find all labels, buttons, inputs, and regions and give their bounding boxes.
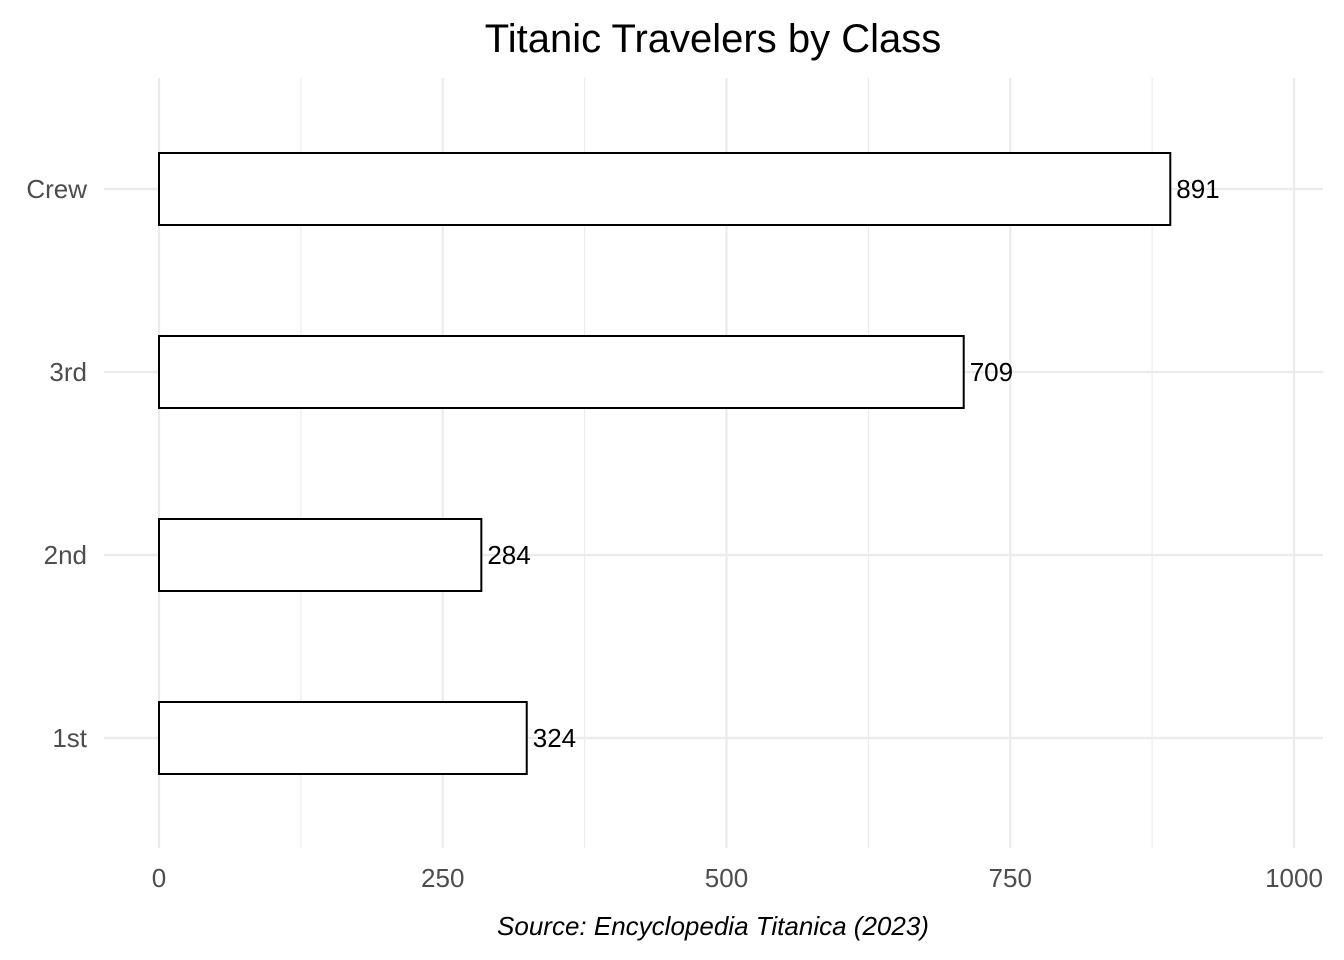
- x-tick-label: 500: [705, 863, 748, 893]
- bar-value-label: 891: [1176, 174, 1219, 204]
- y-category-label: 1st: [52, 723, 87, 753]
- x-tick-label: 0: [152, 863, 166, 893]
- bar: [158, 335, 965, 409]
- bar-value-label: 324: [533, 723, 576, 753]
- y-category-label: 2nd: [44, 540, 87, 570]
- labels-layer: 0 250 500 750 1000 1st 324 2nd 284 3rd 709 Crew 891: [26, 174, 1323, 893]
- bar: [158, 518, 483, 592]
- x-tick-label: 1000: [1265, 863, 1323, 893]
- bar-value-label: 284: [487, 540, 530, 570]
- bar: [158, 152, 1172, 226]
- y-category-label: 3rd: [49, 357, 87, 387]
- bar: [158, 701, 528, 775]
- chart-caption: Source: Encyclopedia Titanica (2023): [497, 911, 929, 941]
- x-tick-label: 250: [421, 863, 464, 893]
- bar-value-label: 709: [970, 357, 1013, 387]
- chart-title: Titanic Travelers by Class: [485, 17, 941, 61]
- y-category-label: Crew: [26, 174, 87, 204]
- bars-layer: [158, 152, 1172, 775]
- x-tick-label: 750: [989, 863, 1032, 893]
